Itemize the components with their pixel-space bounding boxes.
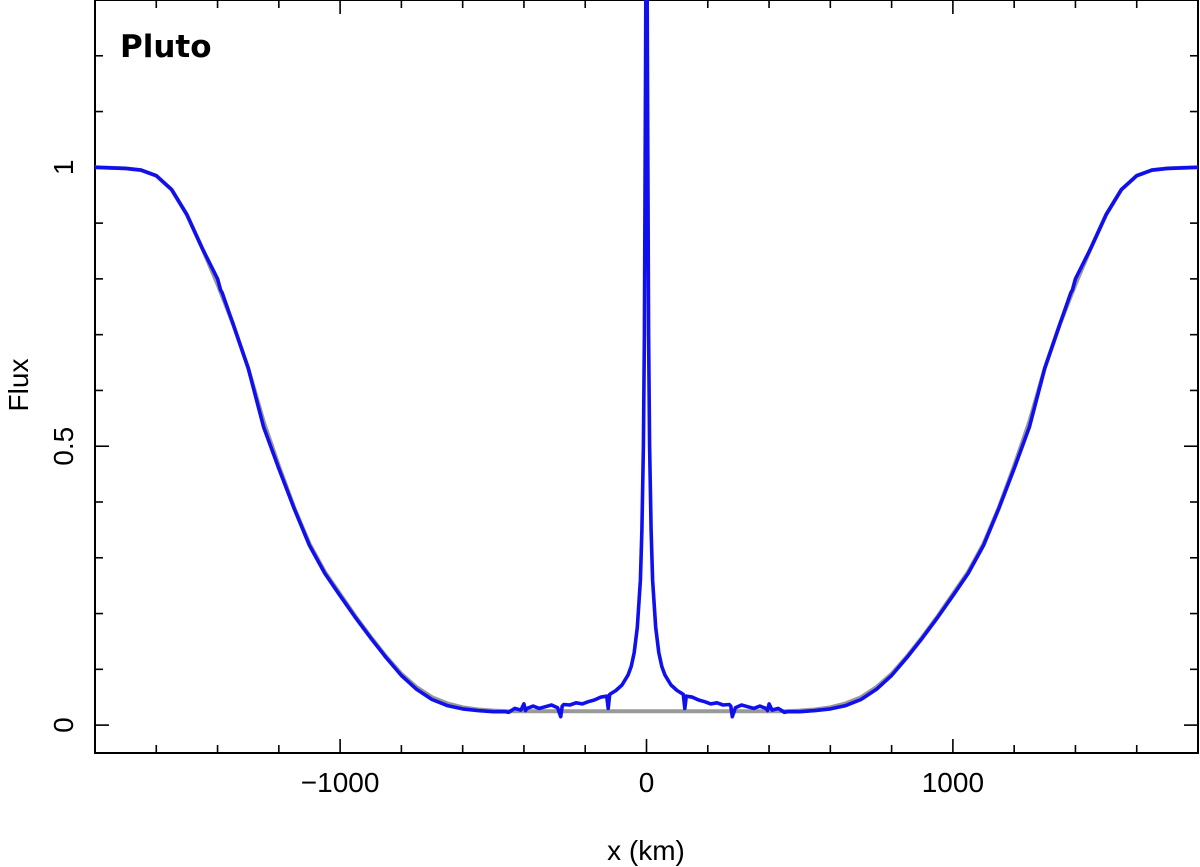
tick-labels: −1000 0 1000 0 0.5 1 — [48, 160, 984, 798]
x-axis-title: x (km) — [607, 835, 685, 866]
series-layer — [95, 0, 1198, 719]
observed-light-curve — [95, 0, 1198, 719]
x-tick-label: 1000 — [922, 767, 984, 798]
y-tick-label: 0 — [48, 717, 79, 733]
y-tick-label: 0.5 — [48, 427, 79, 466]
x-tick-label: −1000 — [301, 767, 380, 798]
y-axis-title: Flux — [3, 359, 34, 412]
chart-annotation-pluto: Pluto — [120, 29, 212, 65]
axis-ticks — [95, 0, 1198, 753]
x-tick-label: 0 — [639, 767, 655, 798]
y-tick-label: 1 — [48, 160, 79, 176]
